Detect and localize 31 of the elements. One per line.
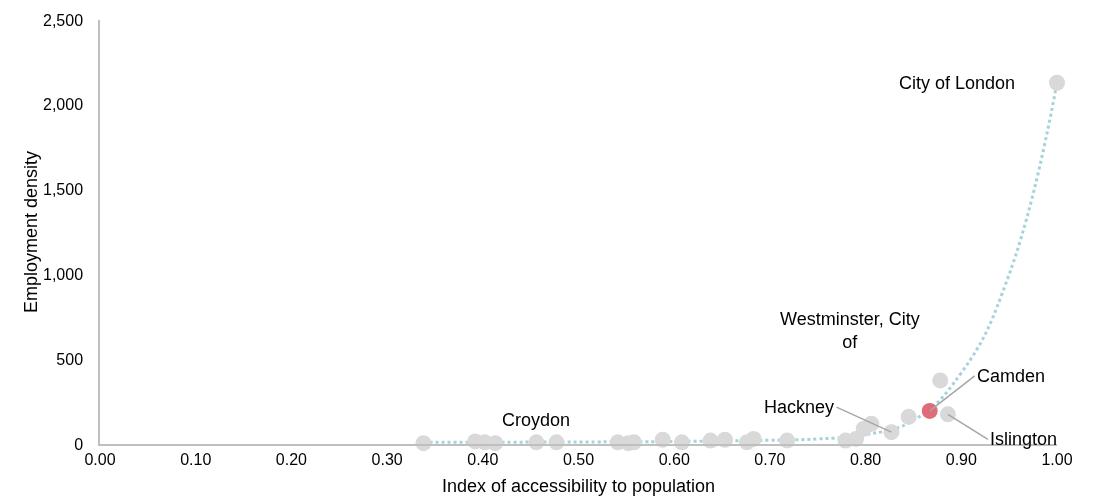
point [900,408,917,425]
x-tick-label: 0.20 [275,450,308,468]
x-tick-label: 0.60 [658,450,690,468]
annotation: City of London [899,73,1016,93]
annotation: Hackney [764,397,835,417]
annotation: Westminster, City of [780,309,920,353]
annotation: Islington [990,429,1058,449]
point [932,372,949,389]
point [1049,74,1065,91]
x-tick-label: 0.50 [562,450,595,468]
x-tick-label: 0.30 [371,450,403,468]
annotation: Camden [977,366,1046,386]
point [883,424,900,441]
y-tick-label: 2,500 [43,11,84,29]
x-tick-label: 0.90 [945,450,977,468]
point [939,406,956,423]
x-tick-label: 0.40 [467,450,499,468]
x-axis-title: Index of accessibility to population [441,475,716,496]
x-tick-label: 0.70 [754,450,786,468]
x-tick-label: 0.10 [180,450,212,468]
x-tick-label: 1.00 [1041,450,1073,468]
annotation: Croydon [502,410,571,430]
x-tick-label: 0.80 [850,450,882,468]
point [921,402,938,419]
y-tick-label: 1,000 [43,266,84,283]
y-tick-label: 2,000 [43,96,84,114]
y-tick-label: 0 [74,435,84,453]
y-tick-label: 500 [56,350,84,368]
x-tick-label: 0.00 [84,450,116,468]
y-tick-label: 1,500 [43,181,84,199]
y-axis-title: Employment density [21,150,41,314]
